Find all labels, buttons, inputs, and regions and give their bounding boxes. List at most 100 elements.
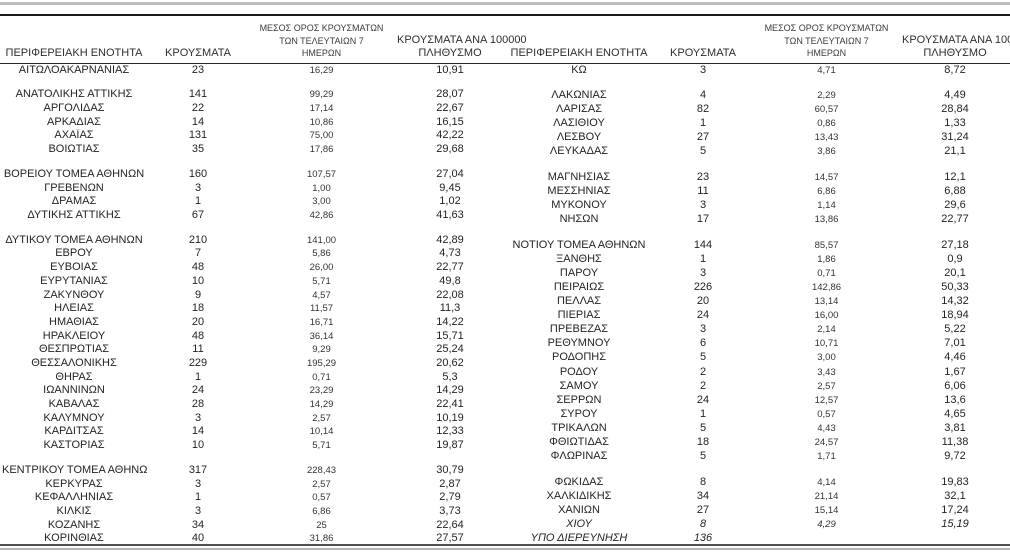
per100k-cell: 18,94	[941, 309, 969, 322]
per100k-cell: 11,3	[439, 302, 461, 315]
region-cell: ΑΡΓΟΛΙΔΑΣ	[43, 101, 105, 114]
cases-cell: 1	[699, 117, 707, 130]
avg7-cell: 85,57	[814, 239, 839, 251]
cases-cell: 27	[696, 503, 710, 516]
table-row: ΦΛΩΡΙΝΑΣ 5 1,71 9,72	[505, 449, 1010, 463]
region-cell: ΣΕΡΡΩΝ	[556, 393, 602, 406]
cases-cell: 1	[699, 407, 707, 420]
per100k-cell: 4,65	[944, 407, 966, 420]
cases-cell: 1	[194, 195, 202, 208]
region-cell: ΚΟΡΙΝΘΙΑΣ	[44, 532, 104, 545]
per100k-cell: 3,73	[439, 505, 461, 518]
avg7-cell: 11,57	[309, 303, 334, 315]
per100k-cell: 6,06	[944, 379, 966, 392]
cases-cell: 18	[191, 302, 205, 315]
cases-cell: 14	[191, 115, 205, 128]
region-cell: ΖΑΚΥΝΘΟΥ	[43, 288, 105, 301]
region-cell: ΑΝΑΤΟΛΙΚΗΣ ΑΤΤΙΚΗΣ	[15, 88, 133, 101]
avg7-cell: 195,29	[306, 357, 337, 369]
region-cell: ΛΑΣΙΘΙΟΥ	[553, 117, 605, 130]
region-cell: ΕΥΡΥΤΑΝΙΑΣ	[40, 274, 108, 287]
region-cell: ΥΠΟ ΔΙΕΡΕΥΝΗΣΗ	[530, 532, 628, 545]
per100k-cell: 27,04	[436, 167, 464, 180]
table-row: ΚΑΛΥΜΝΟΥ 3 2,57 10,19	[0, 411, 505, 425]
per100k-cell: 28,07	[436, 88, 464, 101]
per100k-cell: 9,72	[944, 449, 966, 462]
cases-cell: 226	[693, 281, 713, 294]
cases-cell: 24	[696, 393, 710, 406]
avg7-cell: 17,86	[309, 143, 334, 155]
per100k-cell: 14,32	[941, 295, 969, 308]
avg7-cell: 10,86	[309, 116, 334, 128]
per100k-cell: 32,1	[944, 489, 966, 502]
per100k-cell: 12,33	[436, 425, 464, 438]
table-row: ΠΕΛΛΑΣ 20 13,14 14,32	[505, 295, 1010, 309]
per100k-cell: 4,73	[439, 247, 461, 260]
table-body-right: ΚΩ 3 4,71 8,72 ΛΑΚΩΝΙΑΣ 4 2,29 4,49 ΛΑΡΙΣΑΣ 82 60,…	[505, 63, 1010, 546]
avg7-cell: 60,57	[814, 104, 839, 116]
per100k-cell: 8,72	[944, 63, 966, 76]
table-row: ΚΑΣΤΟΡΙΑΣ 10 5,71 19,87	[0, 439, 505, 453]
table-row: ΜΥΚΟΝΟΥ 3 1,14 29,6	[505, 199, 1010, 213]
table-row: ΑΝΑΤΟΛΙΚΗΣ ΑΤΤΙΚΗΣ 141 99,29 28,07	[0, 88, 505, 102]
avg7-cell: 14,57	[814, 172, 839, 183]
spacer-row	[0, 156, 505, 167]
region-cell: ΗΛΕΙΑΣ	[54, 302, 94, 315]
avg7-cell: 0,71	[817, 267, 836, 279]
region-cell: ΔΥΤΙΚΗΣ ΑΤΤΙΚΗΣ	[27, 208, 121, 221]
cases-cell: 10	[191, 274, 205, 287]
per100k-cell: 6,88	[944, 185, 966, 198]
table-row: ΜΑΓΝΗΣΙΑΣ 23 14,57 12,1	[505, 170, 1010, 184]
region-cell: ΕΥΒΟΙΑΣ	[50, 261, 98, 274]
cases-cell: 27	[696, 131, 710, 144]
spacer-cell	[505, 77, 1010, 89]
cases-cell: 23	[696, 171, 710, 183]
table-row: ΚΕΝΤΡΙΚΟΥ ΤΟΜΕΑ ΑΘΗΝΩΝ 317 228,43 30,79	[0, 464, 505, 478]
col-header-avg7: ΜΕΣΟΣ ΟΡΟΣ ΚΡΟΥΣΜΑΤΩΝ ΤΩΝ ΤΕΛΕΥΤΑΙΩΝ 7 Η…	[753, 19, 900, 64]
header-line: ΗΜΕΡΩΝ	[301, 48, 342, 58]
spacer-row	[505, 227, 1010, 239]
col-header-cases: ΚΡΟΥΣΜΑΤΑ	[653, 19, 753, 64]
spacer-row	[0, 452, 505, 463]
avg7-cell: 3,43	[817, 366, 836, 378]
cases-cell: 14	[191, 425, 205, 438]
header-line: ΤΩΝ ΤΕΛΕΥΤΑΙΩΝ 7	[784, 35, 869, 46]
region-cell: ΧΑΝΙΩΝ	[558, 503, 600, 516]
header-row: ΠΕΡΙΦΕΡΕΙΑΚΗ ΕΝΟΤΗΤΑ ΚΡΟΥΣΜΑΤΑ ΜΕΣΟΣ ΟΡΟ…	[505, 19, 1010, 64]
avg7-cell: 3,00	[817, 352, 836, 364]
cases-cell: 67	[191, 208, 205, 221]
per100k-cell: 22,77	[436, 261, 464, 274]
table-row: ΦΩΚΙΔΑΣ 8 4,14 19,83	[505, 475, 1010, 489]
spacer-row	[0, 77, 505, 88]
avg7-cell: 1,00	[312, 182, 331, 194]
per100k-cell: 15,71	[436, 329, 464, 342]
region-cell: ΡΕΘΥΜΝΟΥ	[547, 337, 611, 350]
avg7-cell: 5,71	[312, 440, 331, 452]
cases-cell: 8	[699, 517, 707, 530]
per100k-cell: 2,87	[439, 477, 461, 490]
avg7-cell: 0,71	[312, 371, 331, 383]
spacer-cell	[505, 464, 1010, 476]
region-cell: ΦΘΙΩΤΙΔΑΣ	[549, 435, 609, 448]
region-cell: ΔΡΑΜΑΣ	[51, 195, 97, 208]
table-row: ΒΟΙΩΤΙΑΣ 35 17,86 29,68	[0, 143, 505, 157]
avg7-cell: 6,86	[312, 506, 331, 518]
region-cell: ΞΑΝΘΗΣ	[556, 252, 602, 265]
avg7-cell: 5,86	[312, 248, 331, 260]
region-cell: ΛΑΚΩΝΙΑΣ	[551, 89, 607, 102]
region-cell: ΡΟΔΟΥ	[559, 365, 599, 378]
avg7-cell: 13,86	[814, 214, 839, 226]
avg7-cell: 107,57	[306, 168, 337, 180]
table-row: ΕΒΡΟΥ 7 5,86 4,73	[0, 247, 505, 261]
spacer-cell	[0, 77, 505, 88]
table-row: ΥΠΟ ΔΙΕΡΕΥΝΗΣΗ 136	[505, 531, 1010, 545]
avg7-cell: 2,57	[312, 412, 331, 424]
avg7-cell: 228,43	[306, 464, 337, 476]
avg7-cell: 16,71	[309, 316, 334, 328]
cases-cell: 3	[194, 411, 202, 424]
per100k-cell: 13,6	[944, 393, 966, 406]
spacer-row	[505, 159, 1010, 171]
per100k-cell: 1,02	[439, 195, 461, 208]
avg7-cell: 75,00	[309, 130, 334, 142]
table-row: ΧΙΟΥ 8 4,29 15,19	[505, 517, 1010, 531]
